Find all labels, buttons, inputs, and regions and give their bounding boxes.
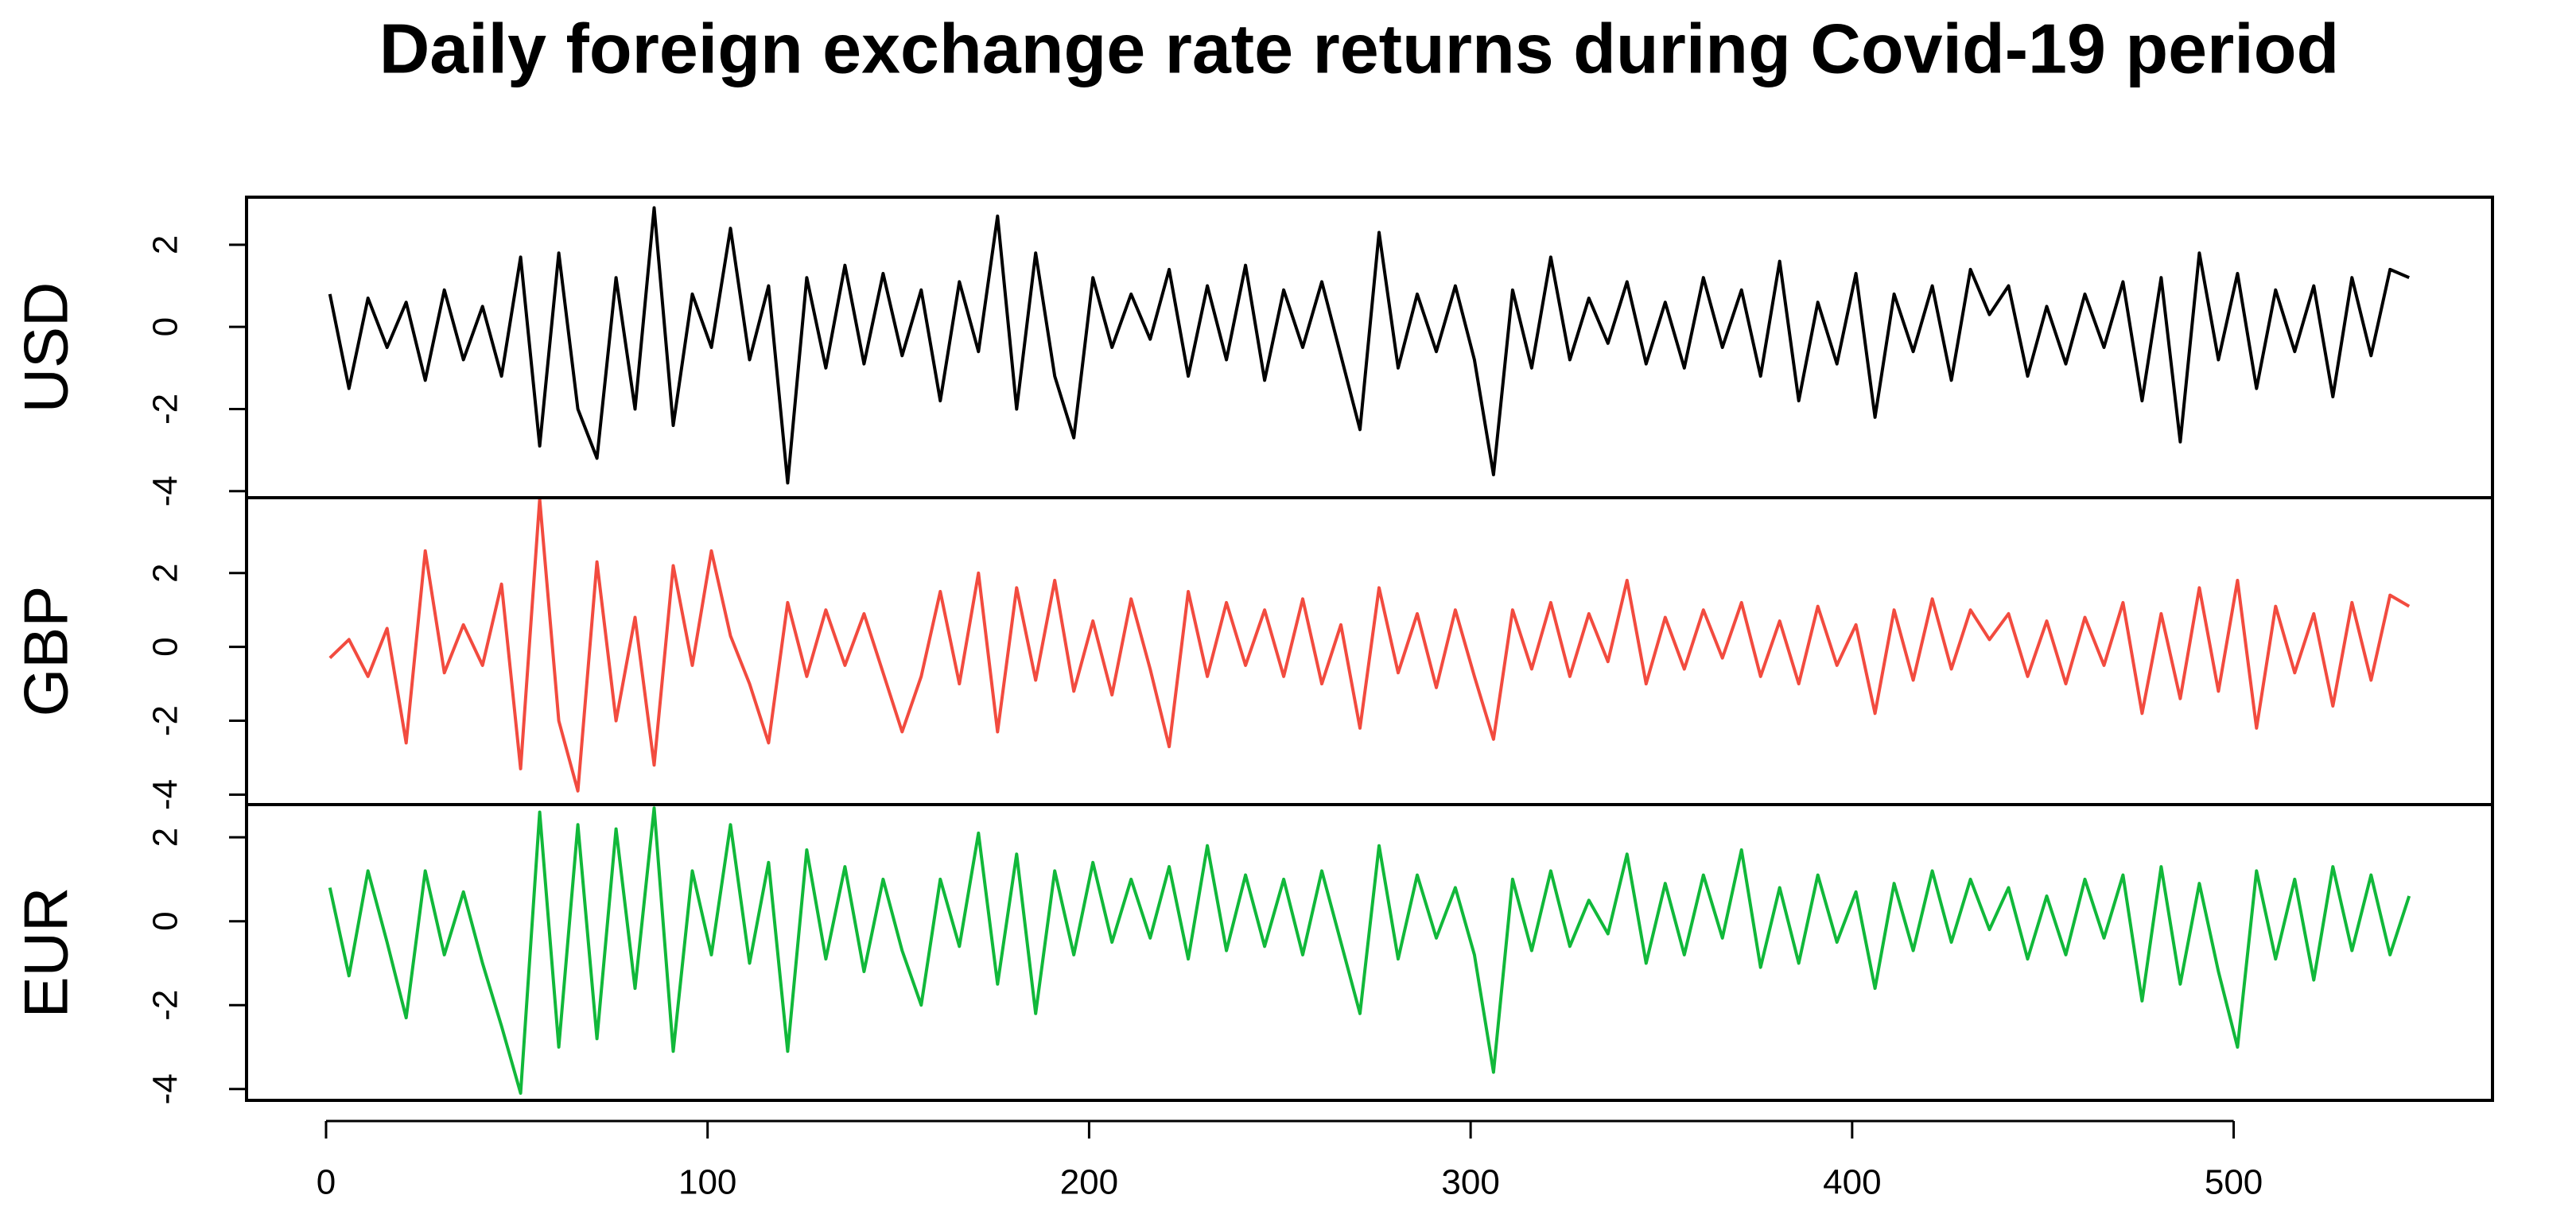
- y-tick-label: 2: [146, 564, 185, 583]
- series-line: [328, 497, 2411, 793]
- y-tick-label: -2: [146, 990, 185, 1021]
- x-tick-label: 200: [1060, 1163, 1118, 1202]
- y-axis-label: USD: [11, 282, 81, 413]
- x-tick-label: 100: [678, 1163, 736, 1202]
- chart-title: Daily foreign exchange rate returns duri…: [379, 9, 2340, 87]
- y-tick-label: 0: [146, 317, 185, 336]
- y-tick-label: -4: [146, 779, 185, 810]
- series-line: [328, 806, 2411, 1095]
- x-tick-label: 500: [2205, 1163, 2263, 1202]
- x-tick-label: 0: [317, 1163, 336, 1202]
- y-tick-label: 2: [146, 828, 185, 847]
- y-tick-label: 0: [146, 911, 185, 930]
- x-tick-label: 400: [1823, 1163, 1881, 1202]
- y-axis-label: EUR: [11, 887, 81, 1018]
- y-tick-label: -4: [146, 1073, 185, 1104]
- plot-frame: [245, 196, 2494, 1102]
- y-tick-label: -2: [146, 394, 185, 425]
- series-line: [328, 206, 2410, 485]
- y-tick-label: -2: [146, 705, 185, 736]
- y-tick-label: -4: [146, 475, 185, 506]
- x-tick-label: 300: [1441, 1163, 1499, 1202]
- y-tick-label: 0: [146, 637, 185, 656]
- y-axis-label: GBP: [11, 586, 81, 717]
- y-tick-label: 2: [146, 235, 185, 254]
